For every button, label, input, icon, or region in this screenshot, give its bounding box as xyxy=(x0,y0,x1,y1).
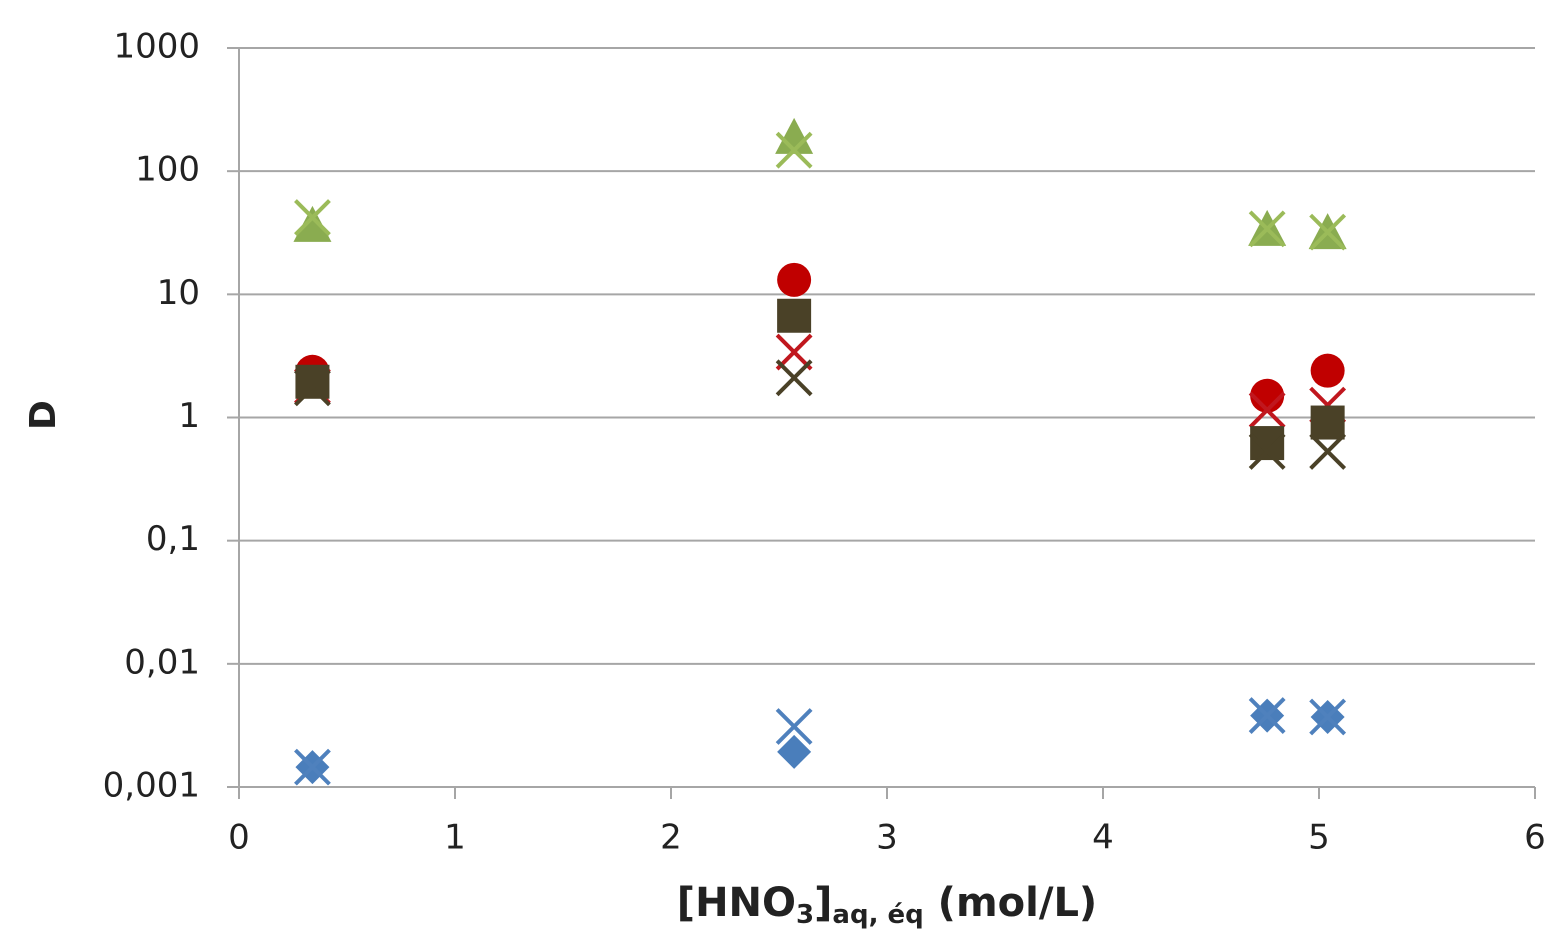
x-label-sub: 3 xyxy=(796,900,814,930)
x-tick-label: 1 xyxy=(444,818,466,858)
y-tick-label: 10 xyxy=(157,273,200,313)
marker xyxy=(775,359,813,397)
x-tick-label: 6 xyxy=(1524,818,1546,858)
x-tick-label: 3 xyxy=(876,818,898,858)
x-tick-label: 0 xyxy=(228,818,250,858)
x-label-part: [HNO xyxy=(677,880,796,926)
marker xyxy=(1248,210,1286,248)
x-label-part: ] xyxy=(814,880,832,926)
marker xyxy=(1310,405,1345,440)
marker xyxy=(295,364,330,399)
y-tick-label: 0,01 xyxy=(124,642,200,682)
marker xyxy=(775,117,814,154)
y-tick-label: 0,1 xyxy=(146,519,200,559)
marker xyxy=(777,298,812,333)
marker xyxy=(1248,697,1286,735)
y-axis-label: D xyxy=(23,400,64,430)
x-tick-label: 4 xyxy=(1092,818,1114,858)
y-tick-label: 0,001 xyxy=(103,766,200,806)
marker xyxy=(1250,426,1285,461)
x-tick-label: 5 xyxy=(1308,818,1330,858)
x-label-sub: aq, éq xyxy=(832,900,923,930)
marker xyxy=(775,131,813,169)
marker xyxy=(777,734,812,769)
marker xyxy=(777,262,812,297)
marker xyxy=(294,199,331,236)
y-tick-label: 1000 xyxy=(113,27,200,67)
marker xyxy=(1248,433,1286,470)
marker xyxy=(293,205,332,242)
marker xyxy=(1309,433,1347,470)
marker xyxy=(1248,391,1286,429)
x-label-part: (mol/L) xyxy=(924,880,1097,926)
marker xyxy=(294,748,331,786)
marker xyxy=(775,333,813,371)
marker xyxy=(1309,213,1347,251)
marker xyxy=(294,369,331,407)
marker xyxy=(1310,353,1345,388)
y-tick-label: 100 xyxy=(135,150,200,190)
x-axis-label: [HNO3]aq, éq (mol/L) xyxy=(677,880,1097,930)
x-tick-label: 2 xyxy=(660,818,682,858)
marker xyxy=(775,708,813,745)
marker xyxy=(1309,698,1347,736)
y-tick-label: 1 xyxy=(178,396,200,436)
